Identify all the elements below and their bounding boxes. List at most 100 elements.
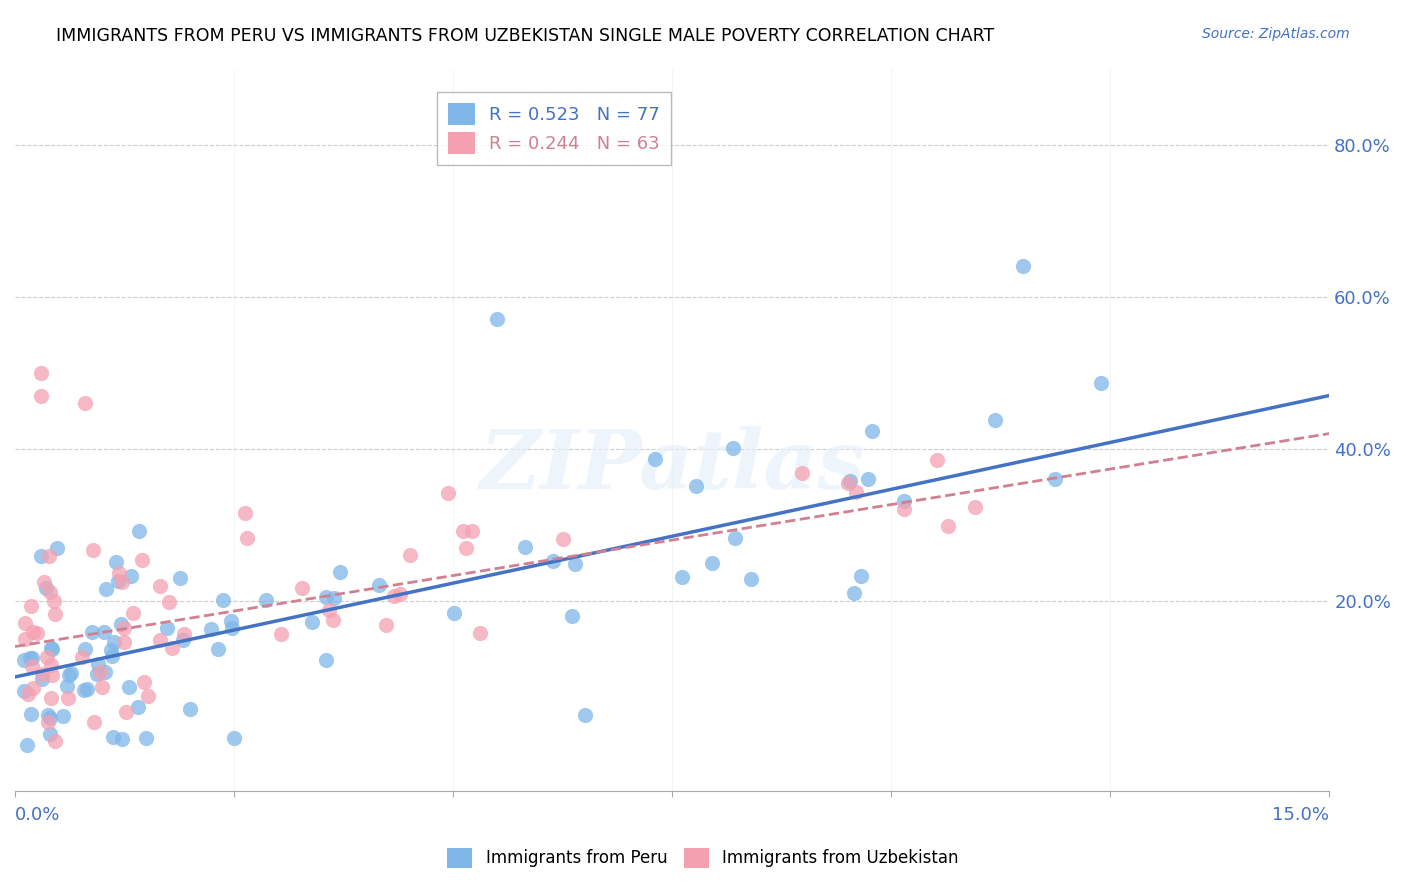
Point bbox=[723, 442, 745, 456]
Point bbox=[270, 627, 292, 641]
Point bbox=[301, 615, 323, 630]
Point bbox=[112, 621, 135, 635]
Point bbox=[315, 653, 337, 667]
Point bbox=[323, 591, 346, 605]
Point bbox=[52, 708, 75, 723]
Point bbox=[838, 474, 860, 488]
Point bbox=[13, 683, 35, 698]
Point bbox=[58, 668, 80, 682]
Point bbox=[30, 366, 52, 380]
Point bbox=[149, 579, 172, 593]
Point bbox=[1043, 472, 1066, 486]
Legend: Immigrants from Peru, Immigrants from Uzbekistan: Immigrants from Peru, Immigrants from Uz… bbox=[440, 841, 966, 875]
Point bbox=[20, 599, 42, 614]
Point bbox=[169, 570, 191, 584]
Point bbox=[21, 650, 44, 665]
Point bbox=[80, 624, 103, 639]
Point bbox=[1090, 376, 1112, 390]
Point bbox=[685, 479, 707, 493]
Point bbox=[39, 657, 62, 672]
Point bbox=[93, 625, 115, 640]
Point bbox=[561, 608, 583, 623]
Point bbox=[671, 570, 693, 584]
Point bbox=[112, 635, 135, 649]
Point bbox=[222, 731, 245, 745]
Point bbox=[451, 524, 474, 538]
Point bbox=[461, 524, 484, 538]
Point bbox=[73, 682, 96, 697]
Point bbox=[322, 613, 344, 627]
Point bbox=[31, 667, 53, 681]
Point bbox=[41, 667, 63, 681]
Point bbox=[160, 640, 183, 655]
Point bbox=[37, 708, 59, 723]
Legend: R = 0.523   N = 77, R = 0.244   N = 63: R = 0.523 N = 77, R = 0.244 N = 63 bbox=[437, 92, 671, 165]
Point bbox=[35, 649, 58, 664]
Point bbox=[55, 679, 77, 693]
Point bbox=[849, 569, 872, 583]
Point bbox=[374, 618, 396, 632]
Point bbox=[382, 589, 405, 603]
Point bbox=[96, 582, 118, 597]
Point bbox=[318, 603, 340, 617]
Point bbox=[127, 700, 149, 714]
Point bbox=[515, 540, 537, 554]
Point bbox=[136, 690, 159, 704]
Point bbox=[44, 607, 66, 622]
Point bbox=[107, 574, 129, 588]
Point bbox=[39, 640, 62, 655]
Point bbox=[131, 553, 153, 567]
Text: ZIPatlas: ZIPatlas bbox=[479, 425, 865, 506]
Point bbox=[60, 666, 83, 681]
Point bbox=[39, 585, 62, 599]
Point bbox=[936, 518, 959, 533]
Point bbox=[700, 556, 723, 570]
Point bbox=[111, 574, 134, 589]
Point bbox=[100, 642, 122, 657]
Point bbox=[485, 312, 508, 326]
Point bbox=[845, 485, 868, 500]
Point bbox=[91, 680, 114, 694]
Text: 15.0%: 15.0% bbox=[1272, 806, 1329, 824]
Point bbox=[963, 500, 986, 515]
Point bbox=[21, 658, 44, 673]
Point bbox=[212, 593, 235, 607]
Point bbox=[927, 453, 949, 467]
Point bbox=[13, 653, 35, 667]
Point bbox=[724, 531, 747, 545]
Point bbox=[128, 524, 150, 538]
Point bbox=[72, 650, 94, 665]
Point bbox=[468, 625, 491, 640]
Point bbox=[644, 452, 666, 467]
Point bbox=[110, 616, 132, 631]
Point bbox=[837, 476, 859, 491]
Point bbox=[44, 734, 66, 748]
Point bbox=[30, 549, 52, 564]
Point bbox=[42, 594, 65, 608]
Point bbox=[39, 690, 62, 705]
Text: IMMIGRANTS FROM PERU VS IMMIGRANTS FROM UZBEKISTAN SINGLE MALE POVERTY CORRELATI: IMMIGRANTS FROM PERU VS IMMIGRANTS FROM … bbox=[56, 27, 994, 45]
Point bbox=[135, 731, 157, 745]
Point bbox=[443, 606, 465, 620]
Point bbox=[399, 548, 422, 562]
Point bbox=[38, 549, 60, 563]
Point bbox=[101, 730, 124, 744]
Point bbox=[740, 572, 762, 586]
Point bbox=[21, 681, 44, 695]
Point bbox=[541, 553, 564, 567]
Text: 0.0%: 0.0% bbox=[15, 806, 60, 824]
Point bbox=[46, 541, 69, 556]
Point bbox=[22, 625, 45, 640]
Point bbox=[207, 641, 229, 656]
Point bbox=[221, 621, 243, 635]
Point bbox=[856, 472, 879, 486]
Point bbox=[157, 595, 180, 609]
Point bbox=[103, 635, 125, 649]
Point bbox=[179, 702, 201, 716]
Point bbox=[564, 557, 586, 571]
Point bbox=[233, 506, 256, 520]
Point bbox=[75, 396, 97, 410]
Point bbox=[120, 569, 142, 583]
Point bbox=[82, 543, 104, 558]
Point bbox=[149, 633, 172, 648]
